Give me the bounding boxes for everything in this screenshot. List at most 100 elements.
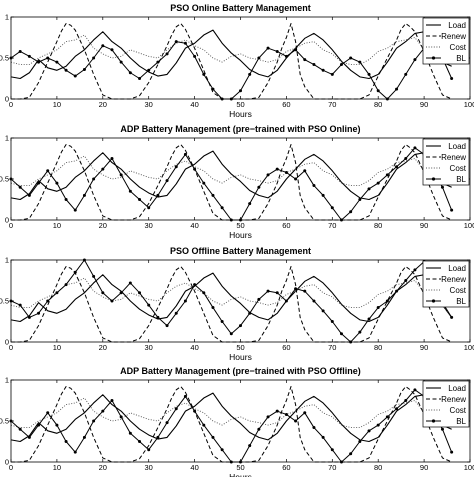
series-bl-point bbox=[138, 77, 142, 80]
series-bl-point bbox=[183, 152, 187, 156]
legend-label-bl: BL bbox=[456, 297, 466, 306]
series-bl-point bbox=[128, 431, 132, 435]
series-bl-point bbox=[27, 54, 31, 58]
series-cost-line bbox=[11, 277, 453, 318]
series-bl-point bbox=[37, 181, 41, 185]
y-tick-label: 0 bbox=[5, 95, 9, 104]
series-bl-point bbox=[211, 435, 215, 439]
plot-frame bbox=[10, 16, 471, 100]
legend-label-cost: Cost bbox=[450, 164, 467, 173]
y-tick-label: 0.5 bbox=[0, 175, 9, 184]
x-tick-label: 10 bbox=[53, 463, 61, 472]
series-bl-point bbox=[312, 63, 316, 67]
x-tick-label: 30 bbox=[145, 343, 153, 352]
series-bl-point bbox=[257, 185, 261, 189]
series-bl-point bbox=[450, 208, 454, 212]
series-renew-line bbox=[11, 266, 452, 343]
series-bl-point bbox=[193, 283, 197, 287]
y-tick-label: 0.5 bbox=[0, 54, 9, 63]
series-bl-point bbox=[303, 58, 307, 62]
x-tick-label: 60 bbox=[282, 463, 290, 472]
series-cost-line bbox=[11, 34, 452, 66]
series-bl-point bbox=[220, 448, 224, 452]
series-bl-point bbox=[385, 173, 389, 177]
series-bl-point bbox=[220, 320, 224, 323]
x-tick-label: 60 bbox=[282, 100, 290, 109]
series-bl-point bbox=[404, 157, 408, 160]
series-bl-point bbox=[349, 56, 353, 60]
x-axis-label: Hours bbox=[229, 352, 252, 362]
x-tick-label: 10 bbox=[53, 221, 61, 230]
x-tick-label: 90 bbox=[420, 100, 428, 109]
x-tick-label: 0 bbox=[9, 221, 13, 230]
series-bl-point bbox=[376, 181, 380, 185]
x-axis-label: Hours bbox=[229, 109, 252, 119]
series-bl-point bbox=[284, 170, 288, 174]
chart-title: ADP Battery Management (pre−trained with… bbox=[120, 366, 361, 376]
series-cost-line bbox=[11, 397, 452, 429]
legend-label-bl: BL bbox=[456, 417, 466, 426]
series-bl-point bbox=[46, 169, 50, 173]
legend-marker-bl bbox=[431, 177, 436, 181]
series-bl-point bbox=[193, 409, 197, 413]
series-bl-point bbox=[82, 67, 86, 71]
series-bl-point bbox=[257, 297, 261, 301]
series-bl-point bbox=[321, 68, 325, 72]
series-bl-point bbox=[404, 279, 408, 282]
series-bl-point bbox=[46, 56, 50, 60]
series-bl-point bbox=[55, 181, 59, 185]
series-bl-point bbox=[312, 184, 316, 188]
series-bl-point bbox=[367, 72, 371, 76]
x-tick-label: 0 bbox=[9, 100, 13, 109]
series-bl-point bbox=[55, 60, 59, 64]
series-renew-line bbox=[11, 386, 452, 463]
series-bl-point bbox=[376, 89, 380, 93]
series-bl-point bbox=[202, 181, 206, 185]
series-bl-point bbox=[404, 72, 408, 76]
series-bl-point bbox=[55, 291, 59, 295]
series-bl-point bbox=[385, 415, 389, 419]
x-tick-label: 20 bbox=[99, 100, 107, 109]
series-bl-point bbox=[156, 193, 160, 197]
series-bl-point bbox=[450, 77, 454, 80]
series-bl-point bbox=[128, 281, 132, 285]
series-bl-point bbox=[18, 427, 22, 431]
series-load-line bbox=[11, 150, 452, 201]
legend-box bbox=[422, 138, 470, 186]
series-bl-point bbox=[440, 427, 444, 431]
x-tick-label: 20 bbox=[99, 221, 107, 230]
x-tick-label: 10 bbox=[53, 100, 61, 109]
series-bl-point bbox=[174, 40, 178, 44]
series-bl-point bbox=[128, 71, 132, 75]
series-bl-point bbox=[284, 299, 288, 303]
x-tick-label: 90 bbox=[420, 343, 428, 352]
series-bl-point bbox=[303, 169, 307, 173]
series-bl-point bbox=[266, 289, 270, 293]
series-renew-line bbox=[11, 23, 452, 100]
series-bl-point bbox=[257, 56, 261, 60]
x-tick-label: 30 bbox=[145, 221, 153, 230]
legend-label-load: Load bbox=[448, 142, 466, 151]
series-bl-point bbox=[294, 419, 298, 423]
legend: Load Renew Cost BL bbox=[422, 260, 470, 308]
x-tick-label: 70 bbox=[328, 221, 336, 230]
series-bl-point bbox=[321, 193, 325, 197]
series-bl-point bbox=[92, 177, 96, 181]
series-bl-point bbox=[248, 444, 252, 448]
x-axis-label: Hours bbox=[229, 230, 252, 240]
series-bl-point bbox=[165, 324, 169, 328]
series-bl-point bbox=[64, 198, 68, 201]
legend-label-renew: Renew bbox=[441, 32, 466, 41]
series-bl-point bbox=[92, 56, 96, 60]
series-bl-point bbox=[211, 306, 215, 310]
series-bl-point bbox=[239, 324, 242, 328]
x-tick-label: 40 bbox=[190, 343, 198, 352]
series-bl-point bbox=[266, 46, 270, 50]
x-tick-label: 40 bbox=[190, 463, 198, 472]
series-bl-point bbox=[101, 291, 105, 295]
series-bl-point bbox=[18, 185, 22, 189]
series-bl-point bbox=[82, 435, 86, 439]
series-bl-point bbox=[440, 185, 444, 189]
